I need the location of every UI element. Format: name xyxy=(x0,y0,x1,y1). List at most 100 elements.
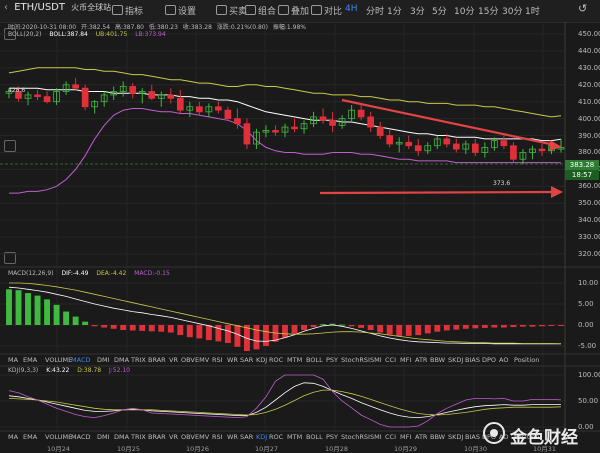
tab-position[interactable]: Position xyxy=(514,356,540,364)
candle-body xyxy=(395,141,403,145)
timeframe-5m[interactable]: 5分 xyxy=(432,7,447,17)
tab-kdj[interactable]: KDJ xyxy=(256,433,268,441)
timeframe-4h[interactable]: 4H xyxy=(345,4,358,14)
tab-dmi[interactable]: DMI xyxy=(97,356,110,364)
tool-indicators[interactable]: 指标 xyxy=(112,4,143,17)
price-axis-label: 380.00 xyxy=(578,148,600,157)
tab-bbw[interactable]: BBW xyxy=(430,356,446,364)
ruler-icon[interactable] xyxy=(4,252,16,264)
tab-atr[interactable]: ATR xyxy=(415,356,428,364)
tab-wr[interactable]: WR xyxy=(227,433,238,441)
macd-bar xyxy=(500,325,507,328)
price-axis-label: 430.00 xyxy=(578,63,600,72)
tab-stochrsi[interactable]: StochRSI xyxy=(341,356,370,364)
tab-boll[interactable]: BOLL xyxy=(306,433,323,441)
tab-dpo[interactable]: DPO xyxy=(482,356,497,364)
tab-cci[interactable]: CCI xyxy=(385,433,396,441)
candle-body xyxy=(205,106,213,113)
macd-bar xyxy=(320,324,327,326)
tab-brar[interactable]: BRAR xyxy=(148,433,166,441)
tab-roc[interactable]: ROC xyxy=(269,433,284,441)
arrow-head-1 xyxy=(549,140,562,151)
tool-trade[interactable]: 买卖 xyxy=(216,4,247,17)
macd-bar xyxy=(377,325,384,333)
tab-ema[interactable]: EMA xyxy=(23,356,38,364)
timeframe-10m[interactable]: 10分 xyxy=(454,7,475,17)
macd-bar xyxy=(291,325,298,334)
tab-mtm[interactable]: MTM xyxy=(287,356,303,364)
timeframe-1m[interactable]: 1分 xyxy=(387,7,402,17)
tab-obv[interactable]: OBV xyxy=(181,356,195,364)
logo-core xyxy=(490,429,498,437)
tab-kdj[interactable]: KDJ xyxy=(256,356,268,364)
macd-axis-label: 5.00 xyxy=(578,300,594,308)
refresh-icon[interactable]: ↺ xyxy=(578,2,588,15)
tab-psy[interactable]: PSY xyxy=(326,356,339,364)
tab-rsi[interactable]: RSI xyxy=(212,356,223,364)
tab-skdj[interactable]: SKDJ xyxy=(448,356,464,364)
tab-mfi[interactable]: MFI xyxy=(400,356,412,364)
pair-selector[interactable]: ‹ ETH/USDT 火币全球站 xyxy=(4,2,111,13)
chevron-left-icon[interactable]: ‹ xyxy=(4,2,8,13)
tab-trix[interactable]: TRIX xyxy=(131,356,146,364)
tab-ao[interactable]: AO xyxy=(499,356,509,364)
tab-roc[interactable]: ROC xyxy=(269,356,284,364)
tool-combo[interactable]: 组合 xyxy=(245,4,276,17)
tab-bias[interactable]: BIAS xyxy=(465,356,480,364)
timeframe-line[interactable]: 分时 xyxy=(366,7,385,17)
tab-smi[interactable]: SMI xyxy=(370,433,382,441)
macd-bar xyxy=(339,324,346,326)
tab-rsi[interactable]: RSI xyxy=(212,433,223,441)
price-axis-label: 330.00 xyxy=(578,233,600,242)
timeframe-3m[interactable]: 3分 xyxy=(410,7,425,17)
tab-vr[interactable]: VR xyxy=(169,433,178,441)
tab-macd[interactable]: MACD xyxy=(71,356,91,364)
tool-overlay[interactable]: 叠加 xyxy=(278,4,309,17)
tab-cci[interactable]: CCI xyxy=(385,356,396,364)
pair-name: ETH/USDT xyxy=(14,2,65,13)
timeframe-15m[interactable]: 15分 xyxy=(478,7,499,17)
tab-boll[interactable]: BOLL xyxy=(306,356,323,364)
tab-obv[interactable]: OBV xyxy=(181,433,195,441)
tab-dmi[interactable]: DMI xyxy=(97,433,110,441)
candle-body xyxy=(405,141,413,147)
tab-mfi[interactable]: MFI xyxy=(400,433,412,441)
tool-settings[interactable]: 设置 xyxy=(165,4,196,17)
timeframe-30m[interactable]: 30分 xyxy=(502,7,523,17)
tab-ema[interactable]: EMA xyxy=(23,433,38,441)
tab-volume[interactable]: VOLUME xyxy=(45,356,73,364)
tab-brar[interactable]: BRAR xyxy=(148,356,166,364)
tab-dma[interactable]: DMA xyxy=(114,356,130,364)
tab-dma[interactable]: DMA xyxy=(114,433,130,441)
timeframe-1h[interactable]: 1时 xyxy=(525,7,540,17)
macd-bar xyxy=(386,325,393,335)
tool-compare[interactable]: 对比 xyxy=(311,4,342,17)
tab-macd[interactable]: MACD xyxy=(71,433,91,441)
tab-volume[interactable]: VOLUME xyxy=(45,433,73,441)
tab-smi[interactable]: SMI xyxy=(370,356,382,364)
tab-vr[interactable]: VR xyxy=(169,356,178,364)
tab-bias[interactable]: BIAS xyxy=(465,433,480,441)
tab-dpo[interactable]: DPO xyxy=(482,433,497,441)
tab-mtm[interactable]: MTM xyxy=(287,433,303,441)
tab-position[interactable]: Position xyxy=(514,433,540,441)
line-tool-icon[interactable] xyxy=(4,140,16,152)
candle-body xyxy=(215,106,222,111)
tab-sar[interactable]: SAR xyxy=(240,356,254,364)
tab-emv[interactable]: EMV xyxy=(195,356,210,364)
tab-bbw[interactable]: BBW xyxy=(430,433,446,441)
candle-body xyxy=(300,123,308,130)
candle-body xyxy=(272,130,279,133)
tab-emv[interactable]: EMV xyxy=(195,433,210,441)
tab-atr[interactable]: ATR xyxy=(415,433,428,441)
tab-sar[interactable]: SAR xyxy=(240,433,254,441)
tab-psy[interactable]: PSY xyxy=(326,433,339,441)
tab-wr[interactable]: WR xyxy=(227,356,238,364)
tab-skdj[interactable]: SKDJ xyxy=(448,433,464,441)
tab-trix[interactable]: TRIX xyxy=(131,433,146,441)
tab-ma[interactable]: MA xyxy=(8,433,19,441)
tab-ma[interactable]: MA xyxy=(8,356,19,364)
tab-stochrsi[interactable]: StochRSI xyxy=(341,433,370,441)
candle-body xyxy=(500,140,508,147)
